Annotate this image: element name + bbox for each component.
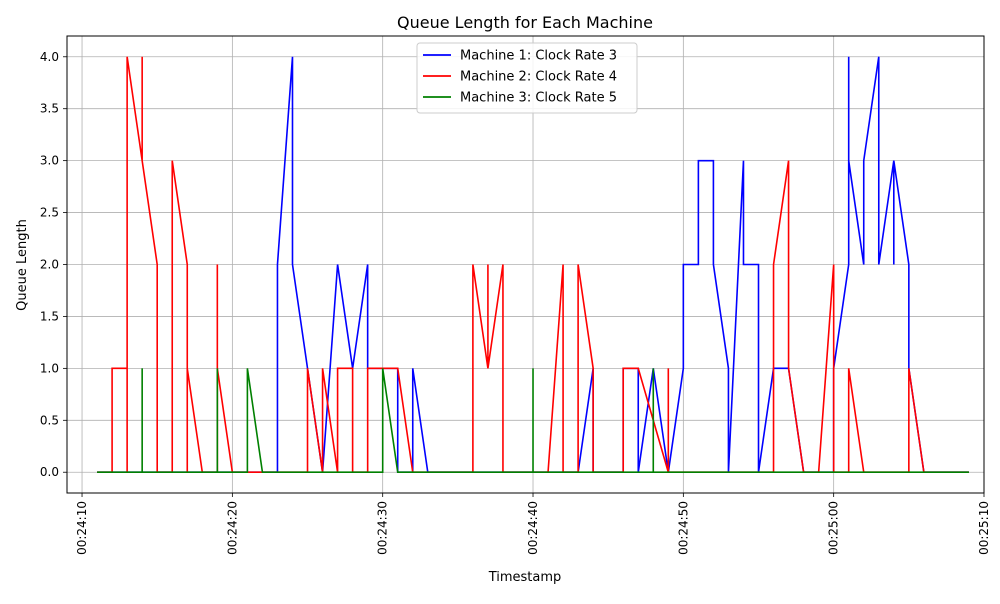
- x-tick-label: 00:24:10: [75, 501, 89, 555]
- y-tick-label: 3.0: [40, 154, 59, 168]
- legend-label: Machine 3: Clock Rate 5: [460, 91, 617, 106]
- y-tick-label: 0.5: [40, 413, 59, 427]
- y-tick-label: 0.0: [40, 465, 59, 479]
- legend-box: [416, 42, 638, 114]
- x-tick-label: 00:24:40: [526, 501, 540, 555]
- y-tick-label: 1.0: [40, 361, 59, 375]
- y-axis-label: Queue Length: [15, 219, 30, 311]
- x-tick-label: 00:25:10: [977, 501, 991, 555]
- legend-label: Machine 2: Clock Rate 4: [460, 70, 617, 85]
- y-tick-label: 1.5: [40, 309, 59, 323]
- series-line-machine-3: [97, 368, 969, 474]
- y-tick-label: 2.0: [40, 258, 59, 272]
- x-tick-label: 00:24:50: [676, 501, 690, 555]
- y-tick-label: 4.0: [40, 50, 59, 64]
- series-line-machine-2: [97, 56, 969, 474]
- y-axis: 0.0 0.5 1.0 1.5 2.0 2.5 3.0 3.5 4.0: [40, 50, 67, 479]
- y-tick-label: 3.5: [40, 102, 59, 116]
- series-layer: [97, 56, 969, 474]
- x-axis: 00:24:10 00:24:20 00:24:30 00:24:40 00:24:50…: [75, 493, 991, 555]
- x-tick-label: 00:24:20: [225, 501, 239, 555]
- y-tick-label: 2.5: [40, 206, 59, 220]
- legend: Machine 1: Clock Rate 3 Machine 2: Clock …: [416, 42, 638, 114]
- x-tick-label: 00:24:30: [376, 501, 390, 555]
- legend-label: Machine 1: Clock Rate 3: [460, 49, 617, 64]
- chart-title: Queue Length for Each Machine: [397, 13, 653, 32]
- x-axis-label: Timestamp: [488, 570, 562, 585]
- x-tick-label: 00:25:00: [827, 501, 841, 555]
